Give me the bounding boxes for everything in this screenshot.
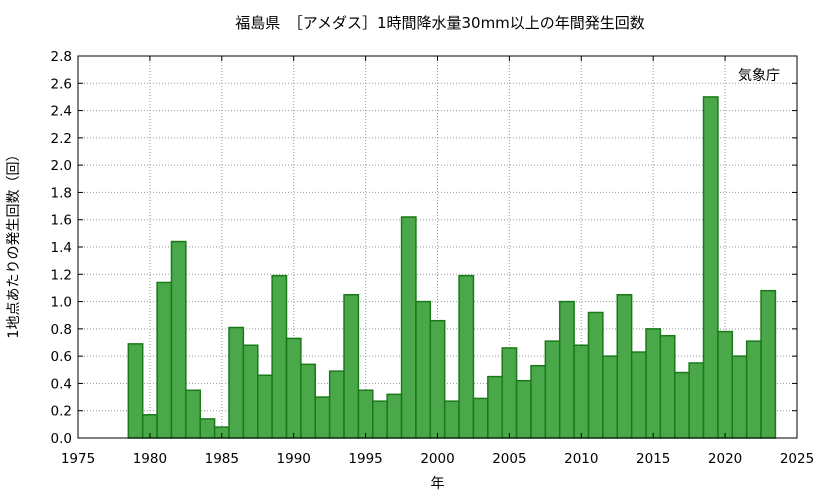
y-tick-label: 0.0 [51,431,72,447]
bar-1984 [199,418,216,439]
y-tick-label: 0.4 [51,376,72,392]
chart-title: 福島県 ［アメダス］1時間降水量30mm以上の年間発生回数 [235,14,645,32]
source-label: 気象庁 [738,68,780,84]
bar-2014 [630,351,647,439]
x-tick-label: 1995 [348,451,382,467]
bar-1982 [170,240,187,439]
x-tick-label: 2005 [492,451,526,467]
bar-1994 [343,294,360,439]
y-tick-label: 1.2 [51,267,72,283]
x-axis-ticks: 1975 1980 1985 1990 1995 2000 2005 2010 2015 2020… [61,56,814,467]
bar-2017 [674,371,690,439]
bar-1990 [285,337,302,439]
x-tick-label: 2025 [780,451,814,467]
y-tick-label: 2.4 [51,104,72,120]
bar-1996 [372,400,388,439]
bar-1987 [242,344,259,439]
y-tick-label: 2.8 [51,49,72,65]
bar-1986 [228,326,245,439]
x-tick-label: 1990 [277,451,311,467]
bar-1988 [257,374,273,439]
bar-2001 [443,400,460,439]
bar-2023 [760,289,777,439]
bar-2015 [645,328,662,439]
y-tick-label: 2.0 [51,158,72,174]
bar-1999 [415,300,432,439]
x-axis-label: 年 [431,476,445,492]
y-axis-label: 1地点あたりの発生回数（回） [6,148,22,339]
bar-2007 [530,364,547,439]
x-tick-label: 2020 [708,451,742,467]
bar-1992 [314,396,331,439]
bar-2004 [487,375,503,439]
y-tick-label: 0.6 [51,349,72,365]
y-tick-label: 1.6 [51,213,72,229]
y-tick-label: 1.8 [51,185,72,201]
bar-2020 [717,330,734,439]
bar-2012 [602,355,618,439]
bar-1983 [185,389,201,439]
bar-2016 [659,334,676,439]
bar-2019 [702,96,719,439]
bar-2008 [544,340,561,439]
bar-1997 [386,393,403,439]
bar-1998 [400,216,417,439]
bar-2021 [731,355,748,439]
y-tick-label: 2.2 [51,131,72,147]
bar-2010 [573,344,590,439]
x-tick-label: 1980 [133,451,167,467]
y-tick-label: 1.0 [51,295,72,311]
bar-2009 [558,300,575,439]
x-tick-label: 2010 [564,451,598,467]
y-tick-label: 0.2 [51,404,72,420]
bar-2002 [458,274,475,439]
bar-2006 [515,379,532,439]
bar-1981 [156,281,173,439]
bar-2018 [688,362,705,439]
bar-1979 [127,343,144,439]
bar-2000 [429,319,446,439]
bar-2022 [745,340,762,439]
y-axis-ticks: 0.0 0.2 0.4 0.6 0.8 1.0 1.2 1.4 1.6 1.8 2.0 2.2 2.4 2… [51,49,797,447]
x-tick-label: 1975 [61,451,95,467]
bars [127,96,777,439]
y-tick-label: 0.8 [51,322,72,338]
bar-2011 [587,311,604,439]
y-tick-label: 2.6 [51,76,72,92]
bar-2005 [501,347,518,439]
x-tick-label: 2015 [636,451,670,467]
x-tick-label: 2000 [420,451,454,467]
bar-2013 [616,294,633,439]
bar-1989 [271,274,288,439]
bar-1993 [328,370,345,439]
bar-1991 [300,363,317,439]
x-tick-label: 1985 [205,451,239,467]
bar-2003 [472,397,489,439]
bar-1995 [357,389,374,439]
y-tick-label: 1.4 [51,240,72,256]
